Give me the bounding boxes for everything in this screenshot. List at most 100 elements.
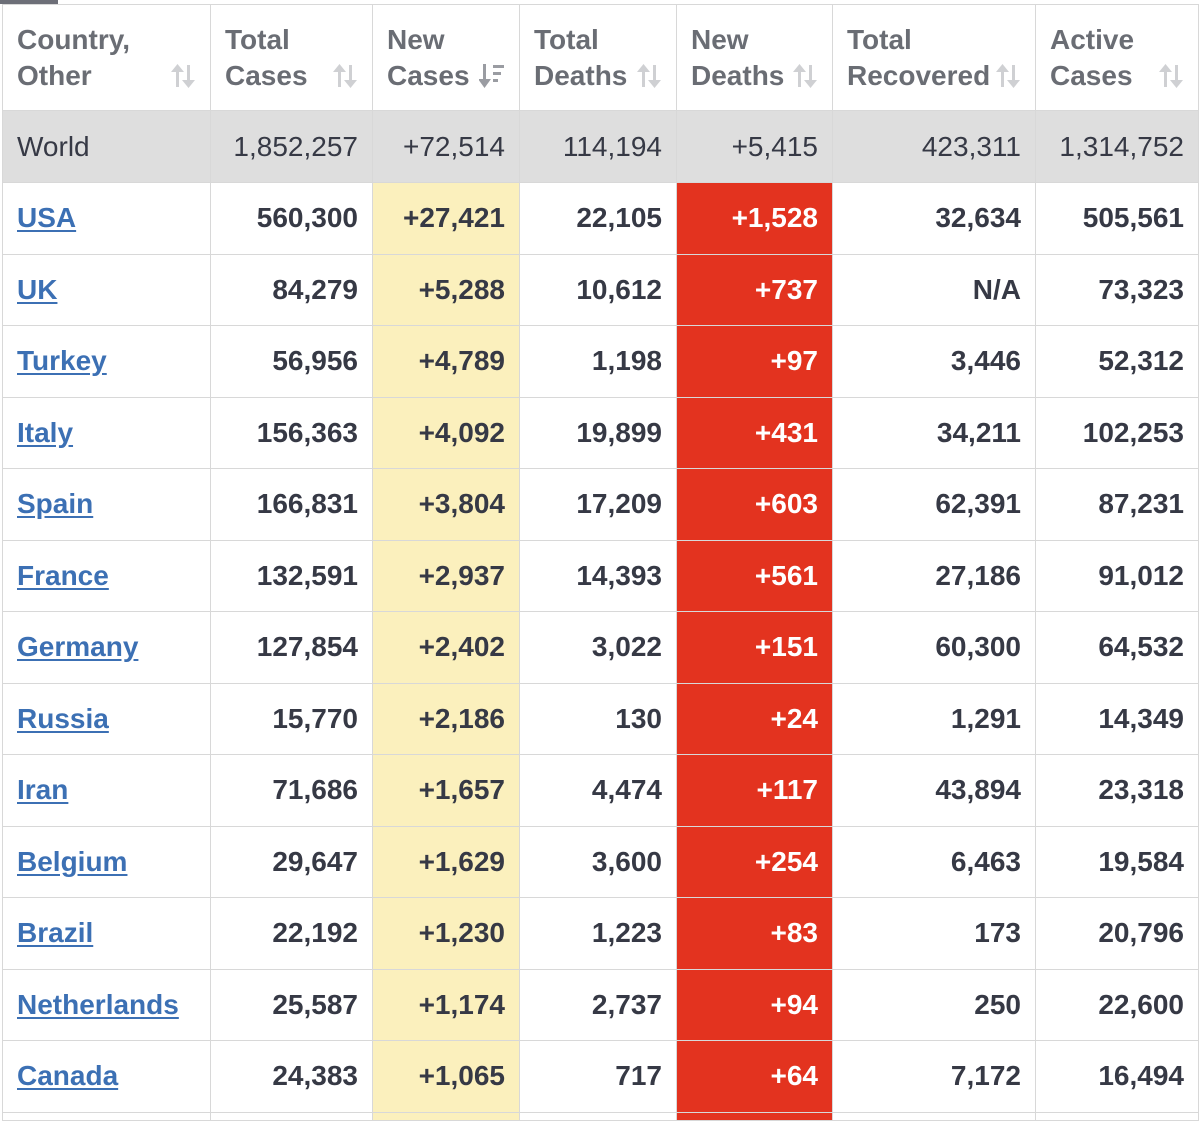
sort-arrows-icon[interactable] <box>170 62 196 90</box>
new-cases-cell: +1,174 <box>372 968 520 1041</box>
country-cell: Spain <box>2 468 211 541</box>
country-link[interactable]: Brazil <box>17 917 94 949</box>
country-link[interactable]: USA <box>17 202 77 234</box>
new-deaths-cell: +254 <box>676 825 833 898</box>
total-recovered-cell: 32,634 <box>832 182 1036 255</box>
total-recovered-cell: 7,172 <box>832 1040 1036 1113</box>
active-cases-cell: 14,349 <box>1035 682 1199 755</box>
sort-arrows-icon[interactable] <box>792 62 818 90</box>
active-cases-cell: 23,318 <box>1035 754 1199 827</box>
header-total-deaths-label: Total Deaths <box>534 23 628 91</box>
header-new-cases[interactable]: New Cases <box>372 4 520 111</box>
country-link[interactable]: UK <box>17 273 58 305</box>
country-cell: Germany <box>2 611 211 684</box>
header-active-cases[interactable]: Active Cases <box>1035 4 1199 111</box>
table-row: Spain 166,831 +3,804 17,209 +603 62,391 87,231 <box>2 468 1199 541</box>
total-deaths-cell: 19,899 <box>519 396 677 469</box>
total-deaths-cell: 130 <box>519 682 677 755</box>
sort-arrows-icon[interactable] <box>332 62 358 90</box>
total-cases-cell: 25,587 <box>210 968 373 1041</box>
country-link[interactable]: Germany <box>17 631 139 663</box>
world-total-row: World 1,852,257 +72,514 114,194 +5,415 4… <box>2 110 1199 183</box>
country-link[interactable]: Iran <box>17 774 69 806</box>
header-total-cases[interactable]: Total Cases <box>210 4 373 111</box>
table-row: Germany 127,854 +2,402 3,022 +151 60,300 64,53… <box>2 611 1199 684</box>
new-cases-cell: +4,789 <box>372 325 520 398</box>
header-new-cases-label: New Cases <box>387 23 470 91</box>
total-cases-cell: 15,770 <box>210 682 373 755</box>
covid-stats-table: Country, Other Total Cases New Cases Total D… <box>2 4 1199 1121</box>
country-link[interactable]: Netherlands <box>17 988 179 1020</box>
total-recovered-cell: 173 <box>832 897 1036 970</box>
top-tab-indicator <box>0 0 58 4</box>
world-country-cell: World <box>2 110 211 183</box>
header-total-recovered[interactable]: Total Recovered <box>832 4 1036 111</box>
total-cases-cell: 156,363 <box>210 396 373 469</box>
total-deaths-cell: 10,612 <box>519 253 677 326</box>
total-deaths-cell: 4,474 <box>519 754 677 827</box>
country-cell: Canada <box>2 1040 211 1113</box>
header-country-label: Country, Other <box>17 23 131 91</box>
partial-cell <box>210 1111 373 1121</box>
table-row: Turkey 56,956 +4,789 1,198 +97 3,446 52,312 <box>2 325 1199 398</box>
header-country[interactable]: Country, Other <box>2 4 211 111</box>
new-deaths-cell: +1,528 <box>676 182 833 255</box>
total-cases-cell: 166,831 <box>210 468 373 541</box>
header-total-deaths[interactable]: Total Deaths <box>519 4 677 111</box>
total-cases-cell: 560,300 <box>210 182 373 255</box>
active-cases-cell: 64,532 <box>1035 611 1199 684</box>
new-deaths-cell: +151 <box>676 611 833 684</box>
table-row: Netherlands 25,587 +1,174 2,737 +94 250 22,600 <box>2 968 1199 1041</box>
new-deaths-cell: +97 <box>676 325 833 398</box>
new-cases-cell: +1,230 <box>372 897 520 970</box>
new-cases-cell: +1,065 <box>372 1040 520 1113</box>
country-link[interactable]: Spain <box>17 488 94 520</box>
country-link[interactable]: Turkey <box>17 345 107 377</box>
active-cases-cell: 20,796 <box>1035 897 1199 970</box>
country-cell: UK <box>2 253 211 326</box>
new-deaths-cell: +737 <box>676 253 833 326</box>
total-cases-cell: 22,192 <box>210 897 373 970</box>
total-cases-cell: 56,956 <box>210 325 373 398</box>
country-link[interactable]: Canada <box>17 1060 119 1092</box>
new-cases-cell: +2,937 <box>372 539 520 612</box>
total-recovered-cell: 27,186 <box>832 539 1036 612</box>
world-active-cases-cell: 1,314,752 <box>1035 110 1199 183</box>
header-new-deaths[interactable]: New Deaths <box>676 4 833 111</box>
world-total-cases-cell: 1,852,257 <box>210 110 373 183</box>
sort-arrows-icon[interactable] <box>1158 62 1184 90</box>
table-row: France 132,591 +2,937 14,393 +561 27,186 91,01… <box>2 539 1199 612</box>
partial-cell <box>519 1111 677 1121</box>
sort-arrows-icon[interactable] <box>636 62 662 90</box>
active-cases-cell: 505,561 <box>1035 182 1199 255</box>
active-cases-cell: 52,312 <box>1035 325 1199 398</box>
active-cases-cell: 87,231 <box>1035 468 1199 541</box>
country-link[interactable]: Russia <box>17 702 109 734</box>
active-cases-cell: 91,012 <box>1035 539 1199 612</box>
new-cases-cell: +5,288 <box>372 253 520 326</box>
partial-cell <box>2 1111 211 1121</box>
new-deaths-cell: +117 <box>676 754 833 827</box>
total-deaths-cell: 3,022 <box>519 611 677 684</box>
new-deaths-cell: +94 <box>676 968 833 1041</box>
sort-descending-icon[interactable] <box>479 62 505 90</box>
active-cases-cell: 102,253 <box>1035 396 1199 469</box>
table-row-partial <box>2 1111 1199 1121</box>
table-row: USA 560,300 +27,421 22,105 +1,528 32,634 505,5… <box>2 182 1199 255</box>
country-link[interactable]: Belgium <box>17 845 128 877</box>
partial-cell <box>676 1111 833 1121</box>
total-deaths-cell: 1,223 <box>519 897 677 970</box>
table-header-row: Country, Other Total Cases New Cases Total D… <box>2 4 1199 111</box>
table-row: Italy 156,363 +4,092 19,899 +431 34,211 102,25… <box>2 396 1199 469</box>
sort-arrows-icon[interactable] <box>995 62 1021 90</box>
total-recovered-cell: 6,463 <box>832 825 1036 898</box>
table-row: Iran 71,686 +1,657 4,474 +117 43,894 23,318 <box>2 754 1199 827</box>
header-total-recovered-label: Total Recovered <box>847 23 991 91</box>
country-link[interactable]: France <box>17 559 109 591</box>
total-deaths-cell: 17,209 <box>519 468 677 541</box>
country-link[interactable]: Italy <box>17 416 74 448</box>
country-cell: Belgium <box>2 825 211 898</box>
active-cases-cell: 19,584 <box>1035 825 1199 898</box>
table-row: Brazil 22,192 +1,230 1,223 +83 173 20,796 <box>2 897 1199 970</box>
total-deaths-cell: 1,198 <box>519 325 677 398</box>
